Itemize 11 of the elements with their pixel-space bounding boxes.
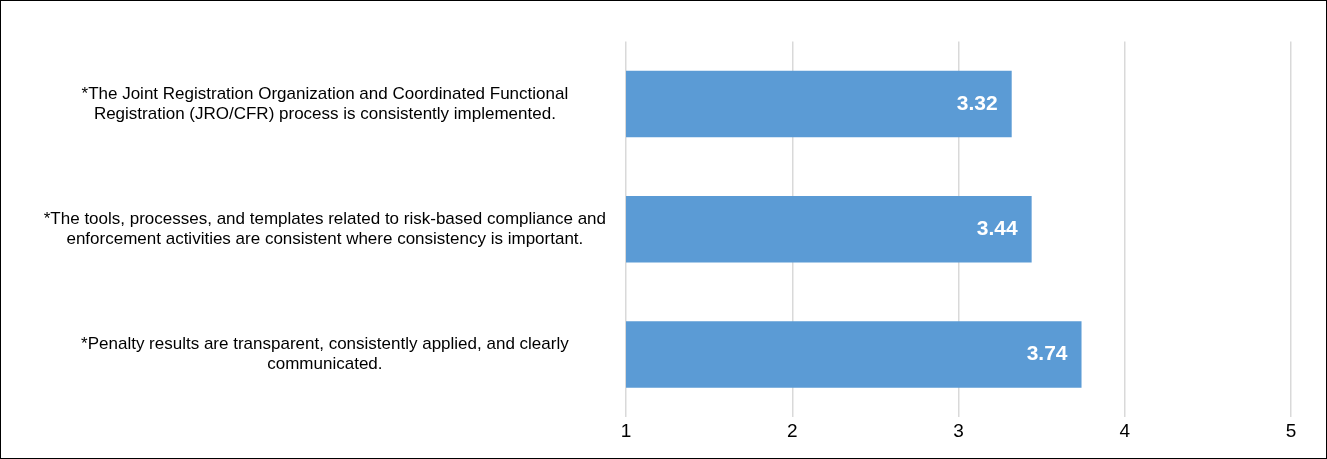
x-tick-label: 4: [1119, 419, 1131, 441]
x-tick-label: 5: [1285, 419, 1297, 441]
data-label: 3.74: [1026, 341, 1068, 365]
x-tick-label: 1: [620, 419, 632, 441]
y-tick-label: *The tools, processes, and templates related to risk-based compliance and enforcement activities are consistent where consistency is important.: [43, 208, 606, 249]
data-label: 3.32: [956, 90, 998, 114]
x-tick-label: 3: [953, 419, 964, 441]
y-tick-label: *The Joint Registration Organization and Coordinated Functional Registration (JRO/CFR) process is consistently implemented.: [81, 83, 569, 123]
x-tick-label: 2: [786, 419, 798, 441]
data-label: 3.44: [976, 216, 1018, 240]
y-tick-label: *Penalty results are transparent, consistently applied, and clearly communicated.: [81, 334, 570, 374]
